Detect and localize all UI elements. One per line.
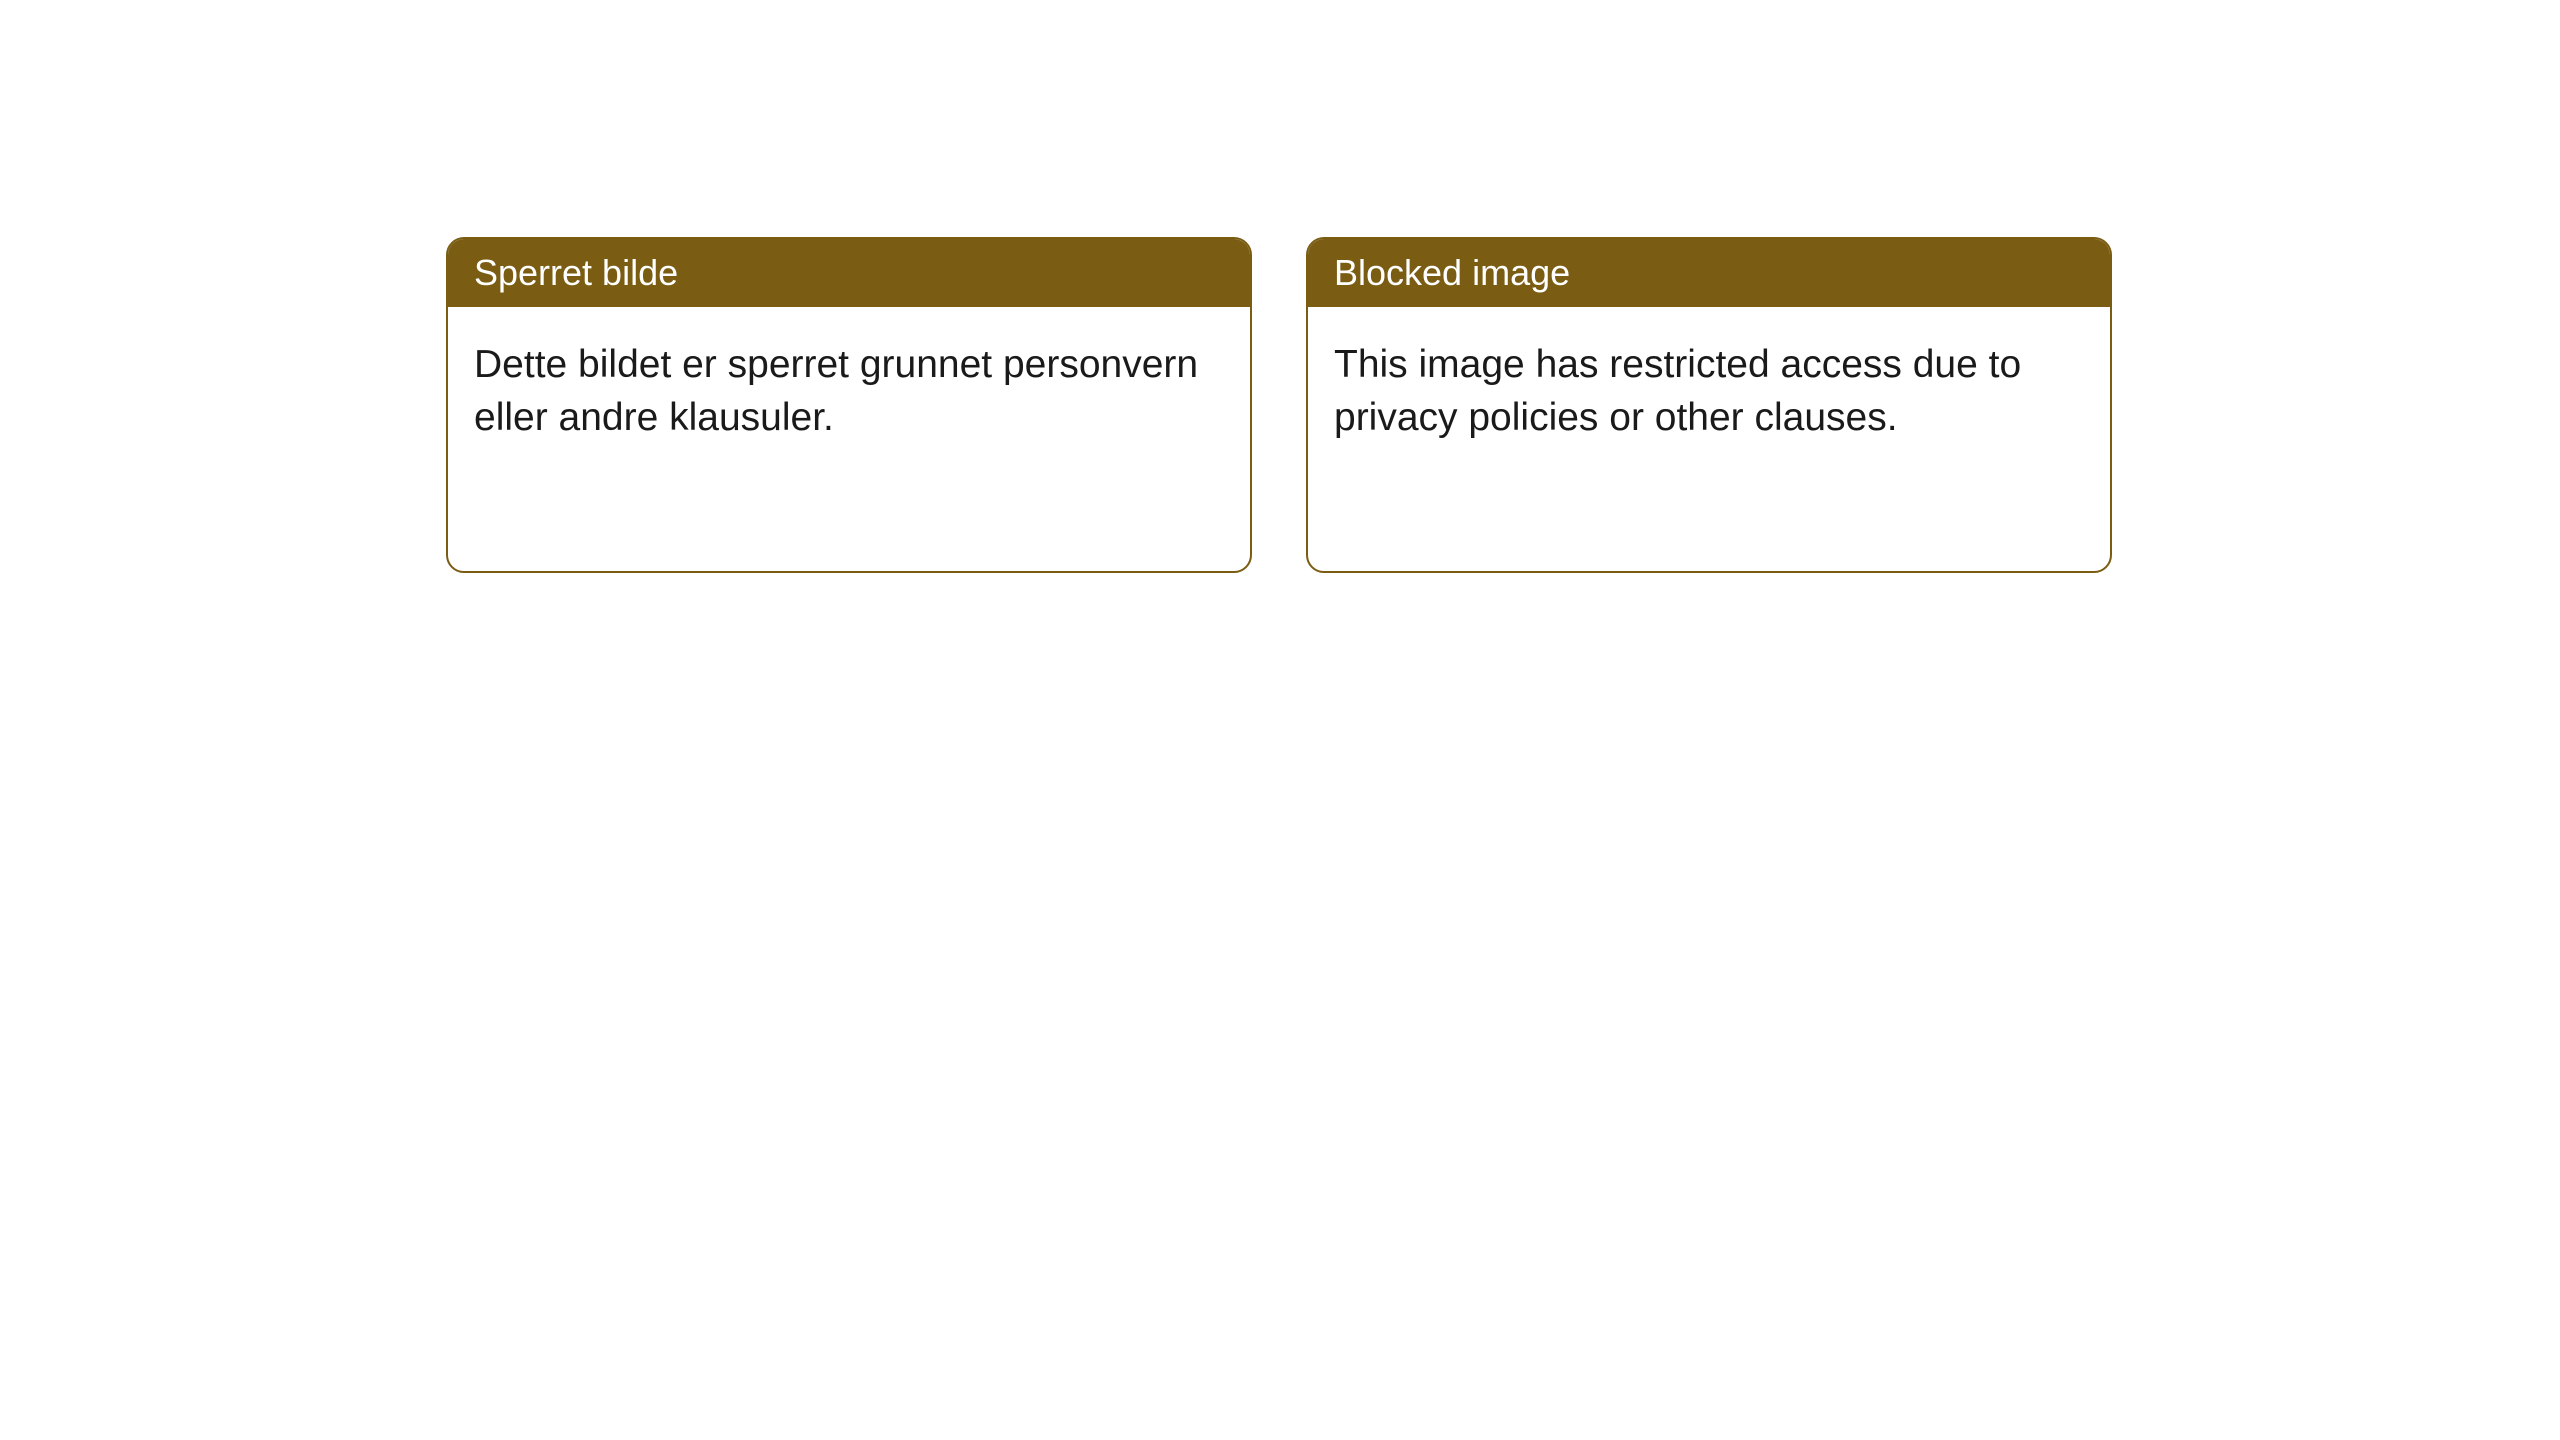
card-message: Dette bildet er sperret grunnet personve…	[474, 343, 1198, 439]
card-header: Blocked image	[1308, 239, 2110, 307]
card-title: Blocked image	[1334, 252, 1570, 293]
notice-card-english: Blocked image This image has restricted …	[1306, 237, 2112, 573]
notice-container: Sperret bilde Dette bildet er sperret gr…	[446, 237, 2112, 573]
notice-card-norwegian: Sperret bilde Dette bildet er sperret gr…	[446, 237, 1252, 573]
card-message: This image has restricted access due to …	[1334, 343, 2021, 439]
card-body: This image has restricted access due to …	[1308, 307, 2110, 476]
card-header: Sperret bilde	[448, 239, 1250, 307]
card-title: Sperret bilde	[474, 252, 678, 293]
card-body: Dette bildet er sperret grunnet personve…	[448, 307, 1250, 476]
